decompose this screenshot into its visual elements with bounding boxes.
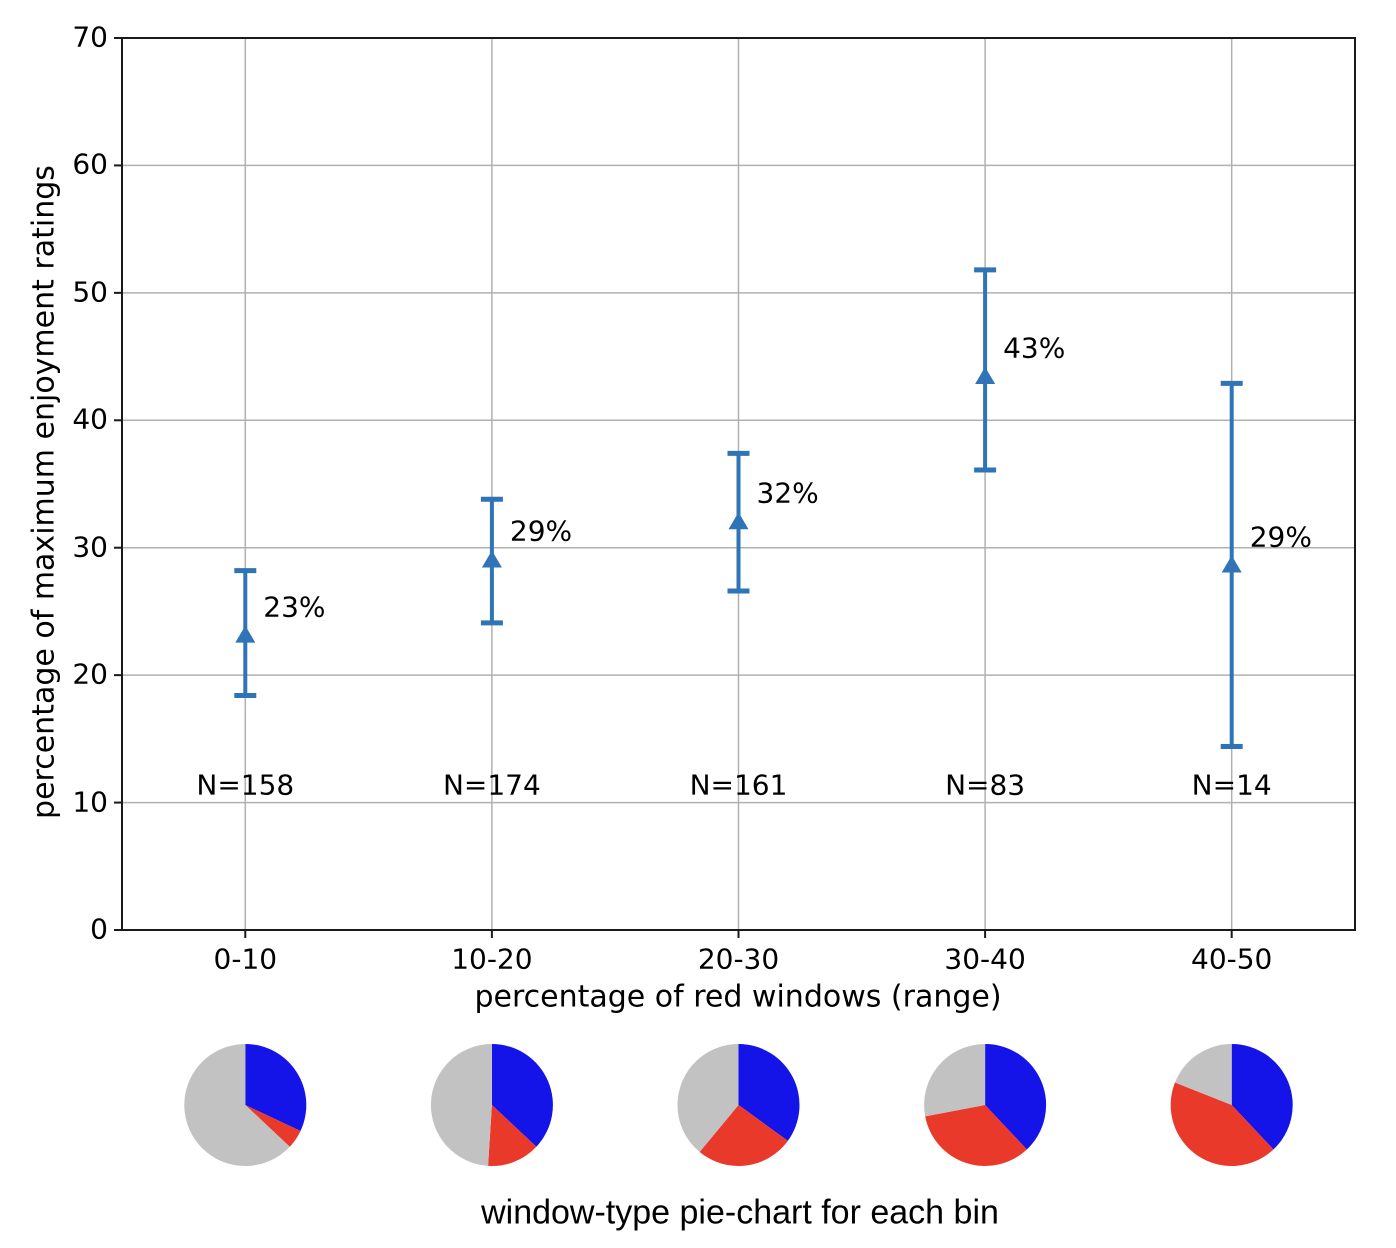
y-tick-label: 20 <box>72 657 108 691</box>
x-tick-label: 0-10 <box>213 942 278 976</box>
data-point-marker <box>235 625 256 643</box>
point-value-label: 43% <box>1003 331 1066 365</box>
pie-slice-gray <box>430 1044 492 1166</box>
y-tick-label: 70 <box>72 20 108 54</box>
pie-slice-red <box>699 1105 788 1166</box>
y-tick-label: 30 <box>72 530 108 564</box>
point-value-label: 29% <box>509 515 573 549</box>
sample-size-label: N=174 <box>442 768 541 802</box>
sample-size-label: N=158 <box>196 768 295 802</box>
pie-slice-blue <box>245 1044 307 1131</box>
plot-border <box>121 37 1356 931</box>
sample-size-label: N=161 <box>689 768 788 802</box>
pie-slice-gray <box>1174 1044 1232 1105</box>
pie-slice-gray <box>184 1044 290 1166</box>
y-tick-label: 0 <box>90 912 108 946</box>
data-point-marker <box>728 512 749 530</box>
data-point-marker <box>481 550 502 568</box>
y-tick-label: 50 <box>72 275 108 309</box>
x-tick-label: 10-20 <box>451 942 533 976</box>
y-axis-label: percentage of maximum enjoyment ratings <box>26 165 62 819</box>
pie-slice-gray <box>677 1044 739 1152</box>
sample-size-label: N=14 <box>1191 768 1272 802</box>
pie-slice-red <box>925 1105 1027 1167</box>
point-value-label: 23% <box>263 590 326 624</box>
x-tick-label: 30-40 <box>944 942 1026 976</box>
pie-slice-red <box>245 1105 301 1147</box>
x-axis-label: percentage of red windows (range) <box>474 979 1002 1015</box>
x-tick-label: 20-30 <box>697 942 780 976</box>
pie-slice-blue <box>491 1044 553 1147</box>
y-tick-label: 60 <box>72 148 108 182</box>
data-point-marker <box>1221 555 1242 573</box>
data-point-marker <box>975 366 996 384</box>
x-tick-label: 40-50 <box>1191 942 1273 976</box>
pie-slice-red <box>1170 1082 1274 1167</box>
pie-slice-red <box>488 1105 537 1167</box>
y-tick-label: 10 <box>72 785 108 819</box>
pie-slice-gray <box>924 1044 986 1117</box>
pie-slice-blue <box>985 1044 1047 1150</box>
point-value-label: 29% <box>1249 520 1312 554</box>
pie-slice-blue <box>1231 1043 1293 1150</box>
point-value-label: 32% <box>756 476 819 510</box>
sample-size-label: N=83 <box>945 768 1026 802</box>
pie-slice-blue <box>738 1044 800 1141</box>
y-tick-label: 40 <box>72 402 108 436</box>
pie-caption: window-type pie-chart for each bin <box>481 1193 999 1232</box>
